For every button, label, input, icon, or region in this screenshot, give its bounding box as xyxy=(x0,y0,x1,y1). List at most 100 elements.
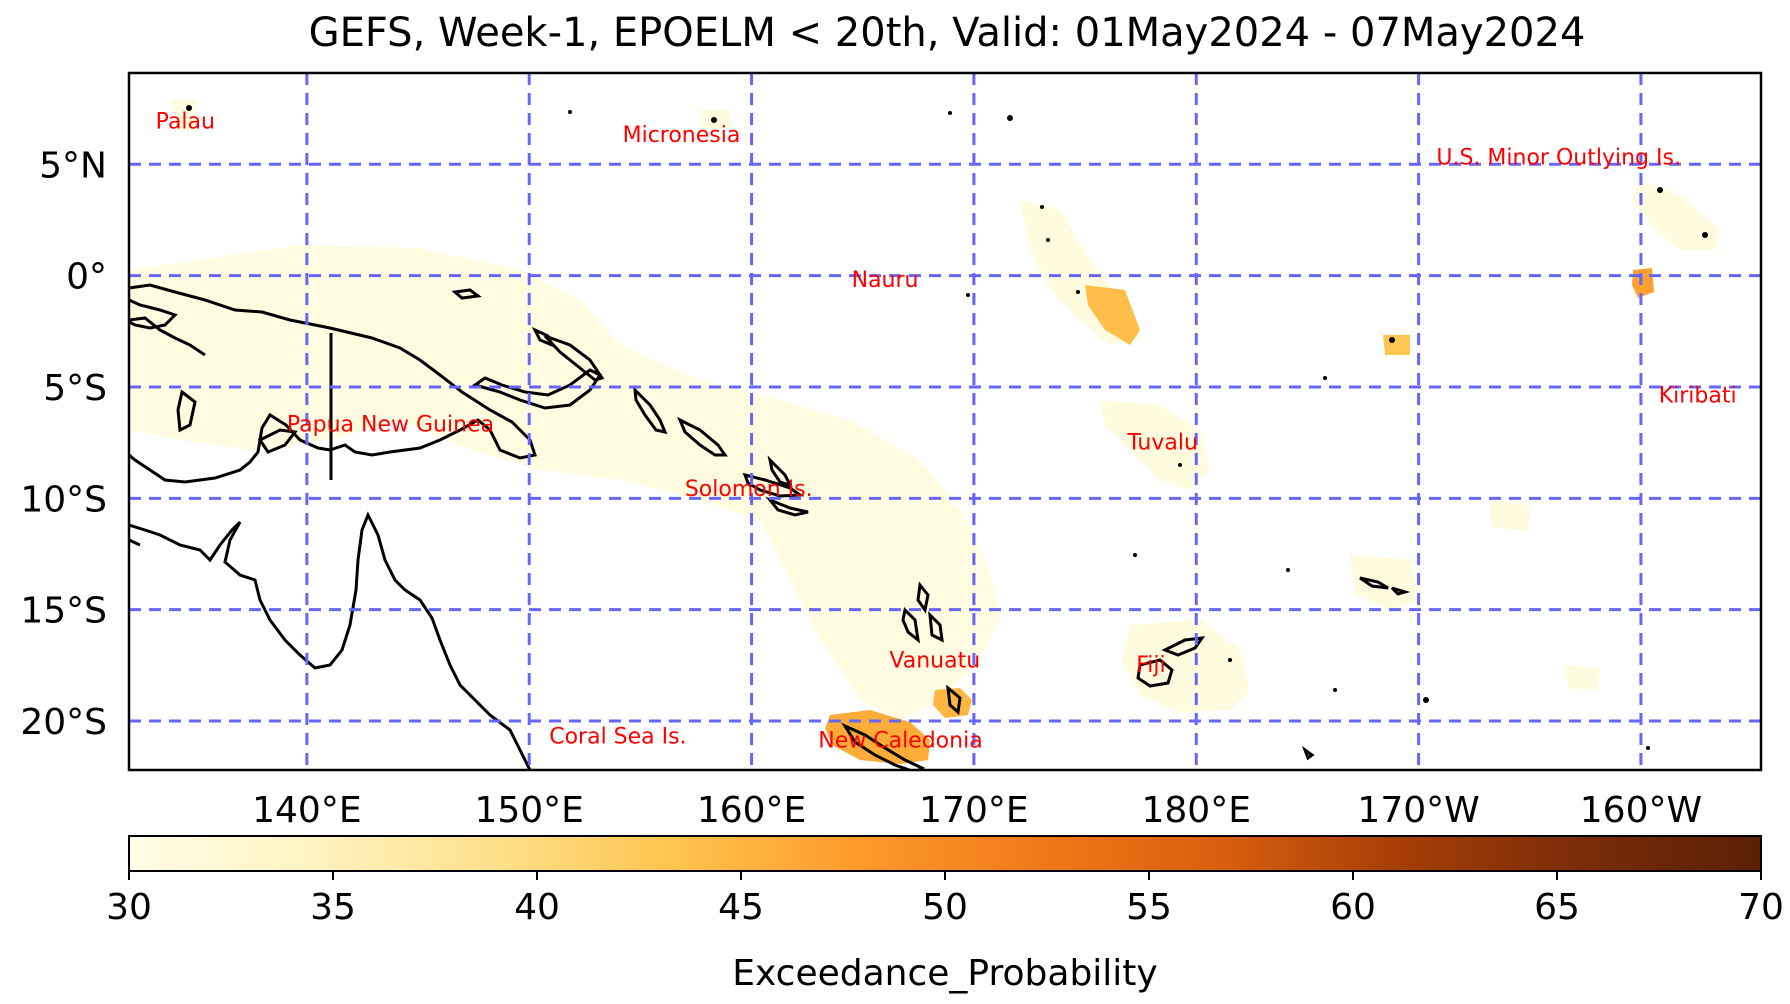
probability-shading xyxy=(129,100,1720,764)
place-label-new-caledonia: New Caledonia xyxy=(818,729,982,754)
coastline-small-3 xyxy=(176,389,197,433)
colorbar-ticks: 30 35 40 45 50 55 60 65 70 xyxy=(106,871,1784,928)
island-dot-fiji-east xyxy=(1228,658,1232,662)
gridlines xyxy=(129,73,1761,770)
island-dot-pohnpei xyxy=(711,117,717,123)
coastline-new-guinea xyxy=(129,283,537,484)
place-label-kiribati: Kiribati xyxy=(1659,384,1737,409)
latitude-tick-labels: 5°N 0° 5°S 10°S 15°S 20°S xyxy=(20,145,107,743)
coastline-small-2 xyxy=(531,326,555,348)
island-dot-tuvalu xyxy=(1178,463,1182,467)
lon-tick-label-4: 180°E xyxy=(1142,790,1251,831)
probability-area-new-caledonia-hotspot xyxy=(825,710,930,764)
island-dot-marshall-3 xyxy=(1046,238,1050,242)
island-dot-rotuma xyxy=(1133,553,1137,557)
coastline-small-1 xyxy=(451,288,482,300)
longitude-tick-labels: 140°E 150°E 160°E 170°E 180°E 170°W 160°W xyxy=(252,790,1702,831)
place-label-tuvalu: Tuvalu xyxy=(1126,430,1198,455)
island-dot-nauru xyxy=(966,293,970,297)
colorbar-tick-label-8: 70 xyxy=(1738,887,1784,928)
island-dot-phoenix xyxy=(1389,337,1395,343)
probability-area-tuvalu-band xyxy=(1100,400,1210,490)
coastline-vanuatu-4 xyxy=(946,684,962,715)
lon-tick-label-2: 160°E xyxy=(697,790,806,831)
island-dot-kosrae xyxy=(948,111,952,115)
place-label-coral-sea-is: Coral Sea Is. xyxy=(549,724,686,749)
coastline-new-caledonia xyxy=(841,722,926,770)
coastline-australia xyxy=(129,511,532,770)
map-frame xyxy=(127,71,1763,772)
colorbar-tick-label-0: 30 xyxy=(106,887,152,928)
colorbar-tick-label-5: 55 xyxy=(1126,887,1172,928)
coastlines xyxy=(129,283,1411,770)
island-dot-tokelau xyxy=(1323,376,1327,380)
lon-tick-label-5: 170°W xyxy=(1357,790,1479,831)
island-dot-gilbert-1 xyxy=(1076,290,1080,294)
coastline-solomon-4 xyxy=(765,496,809,517)
coastline-solomon-2 xyxy=(742,472,805,498)
colorbar-tick-label-6: 60 xyxy=(1330,887,1376,928)
place-label-solomon-is: Solomon Is. xyxy=(685,477,813,502)
colorbar-tick-label-1: 35 xyxy=(310,887,356,928)
coastline-fiji-vanua-levu xyxy=(1161,636,1206,657)
island-dot-niue xyxy=(1333,688,1337,692)
coastline-bird-head xyxy=(129,298,178,330)
colorbar-tick-label-3: 45 xyxy=(718,887,764,928)
coastline-new-ireland xyxy=(543,334,605,382)
island-dot-marshall-1 xyxy=(1007,115,1013,121)
probability-area-tonga-band xyxy=(1350,555,1420,610)
coastline-australia-gulf xyxy=(129,538,141,547)
place-label-palau: Palau xyxy=(156,110,215,135)
lat-tick-label-1: 0° xyxy=(66,257,107,298)
coastline-tonga xyxy=(1301,745,1315,761)
colorbar-tick-label-4: 50 xyxy=(922,887,968,928)
island-dot-cook xyxy=(1423,697,1429,703)
coastline-bougainville xyxy=(633,385,668,435)
lat-tick-label-2: 5°S xyxy=(43,368,107,409)
coastline-samoa-2 xyxy=(1390,586,1411,596)
coastline-vanuatu-3 xyxy=(928,610,944,643)
island-dot-yap xyxy=(568,110,572,114)
island-dot-society xyxy=(1646,746,1650,750)
probability-area-vanuatu-hotspot xyxy=(933,688,972,718)
coastline-fiji-viti-levu xyxy=(1136,658,1174,688)
place-label-fiji: Fiji xyxy=(1136,653,1165,678)
coastline-new-britain xyxy=(471,368,603,410)
probability-area-phoenix-hotspot xyxy=(1383,335,1410,355)
lat-tick-label-0: 5°N xyxy=(39,145,107,186)
place-label-papua-new-guinea: Papua New Guinea xyxy=(287,413,494,438)
place-label-micronesia: Micronesia xyxy=(623,123,741,148)
probability-area-png-solomon-band xyxy=(129,245,1000,720)
probability-area-hawaii-band xyxy=(1632,180,1720,250)
island-dot-palau xyxy=(186,105,192,111)
probability-area-nauru-east-hotspot xyxy=(1085,285,1140,345)
colorbar-tick-label-7: 65 xyxy=(1534,887,1580,928)
probability-area-society-band xyxy=(1565,665,1600,690)
lon-tick-label-3: 170°E xyxy=(919,790,1028,831)
coastline-solomon-1 xyxy=(677,416,728,457)
colorbar-label: Exceedance_Probability xyxy=(732,953,1157,994)
lon-tick-label-0: 140°E xyxy=(252,790,361,831)
coastline-solomon-3 xyxy=(767,455,793,488)
coastline-small-4 xyxy=(257,428,298,454)
colorbar-bar xyxy=(128,835,1762,872)
island-dot-line-2 xyxy=(1702,232,1708,238)
place-label-vanuatu: Vanuatu xyxy=(889,649,980,674)
place-label-u-s-minor-outlying-is: U.S. Minor Outlying Is. xyxy=(1436,145,1681,170)
island-dot-wallis xyxy=(1286,568,1290,572)
colorbar-tick-label-2: 40 xyxy=(514,887,560,928)
lat-tick-label-4: 15°S xyxy=(20,591,107,632)
place-labels: Palau Micronesia U.S. Minor Outlying Is. Na… xyxy=(156,110,1737,754)
coastline-vanuatu-2 xyxy=(901,606,921,644)
coastline-new-guinea-north xyxy=(129,316,206,357)
map-content: Palau Micronesia U.S. Minor Outlying Is. Na… xyxy=(129,73,1761,770)
island-dots xyxy=(186,105,1708,750)
lon-tick-label-1: 150°E xyxy=(474,790,583,831)
lon-tick-label-6: 160°W xyxy=(1580,790,1702,831)
lat-tick-label-3: 10°S xyxy=(20,479,107,520)
map-title: GEFS, Week-1, EPOELM < 20th, Valid: 01Ma… xyxy=(309,10,1586,56)
coastline-vanuatu-1 xyxy=(916,581,930,614)
colorbar: 30 35 40 45 50 55 60 65 70 Exceedance_Probabilit… xyxy=(106,835,1784,994)
island-dot-marshall-2 xyxy=(1040,205,1044,209)
